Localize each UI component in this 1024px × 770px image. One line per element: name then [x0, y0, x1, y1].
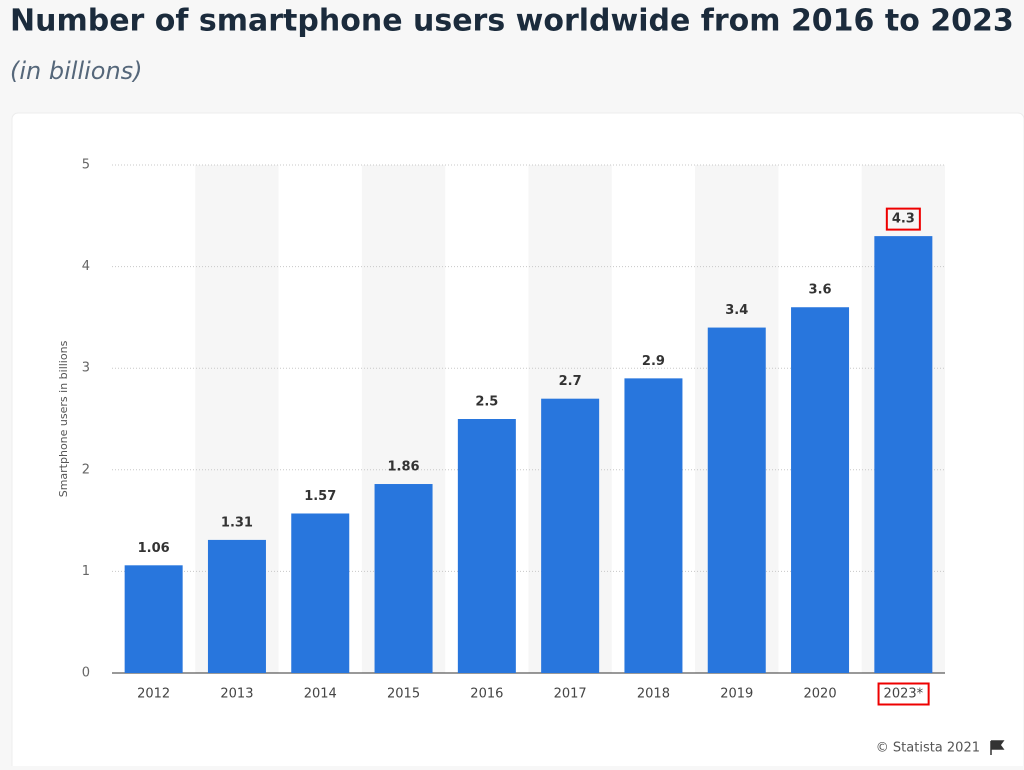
bar	[457, 419, 516, 673]
y-tick-label: 0	[82, 666, 90, 681]
bar	[541, 398, 600, 673]
y-tick-label: 2	[82, 462, 90, 477]
flag-icon	[990, 740, 1005, 755]
x-tick-label: 2019	[720, 687, 753, 702]
chart-title: Number of smartphone users worldwide fro…	[10, 4, 1014, 39]
bar	[707, 327, 766, 673]
y-tick-label: 5	[82, 158, 90, 173]
x-tick-label: 2015	[387, 687, 420, 702]
bar	[791, 307, 850, 673]
bar	[124, 565, 183, 673]
x-tick-label: 2018	[637, 687, 670, 702]
value-label: 1.06	[138, 541, 170, 556]
value-label: 3.6	[809, 283, 832, 298]
highlight-box	[885, 207, 921, 231]
highlight-box	[877, 682, 930, 706]
x-tick-label: 2012	[137, 687, 170, 702]
x-tick-label: 2023*	[884, 687, 924, 702]
bar	[874, 236, 933, 673]
x-tick-label: 2020	[804, 687, 837, 702]
x-tick-label: 2013	[220, 687, 253, 702]
value-label: 1.57	[304, 489, 336, 504]
y-tick-label: 1	[82, 564, 90, 579]
bar	[374, 484, 433, 673]
y-tick-label: 3	[82, 361, 90, 376]
source: © Statista 2021	[876, 741, 980, 756]
x-tick-label: 2016	[470, 687, 503, 702]
plot: 0 1 2 3 4 5 2012 1.06 2013 1.31 2014 1.57 2015 1.86 20…	[82, 158, 945, 706]
x-tick-label: 2017	[554, 687, 587, 702]
value-label: 1.86	[388, 460, 420, 475]
y-tick-label: 4	[82, 259, 90, 274]
bar	[207, 539, 266, 673]
bar	[624, 378, 683, 673]
value-label: 2.9	[642, 354, 665, 369]
value-label: 3.4	[725, 303, 748, 318]
value-label: 4.3	[892, 212, 915, 227]
x-tick-label: 2014	[304, 687, 337, 702]
value-label: 1.31	[221, 515, 253, 530]
chart-subtitle: (in billions)	[10, 57, 143, 85]
y-axis-label: Smartphone users in billions	[57, 340, 70, 497]
value-label: 2.5	[475, 395, 498, 410]
value-label: 2.7	[559, 374, 582, 389]
bar	[291, 513, 350, 673]
